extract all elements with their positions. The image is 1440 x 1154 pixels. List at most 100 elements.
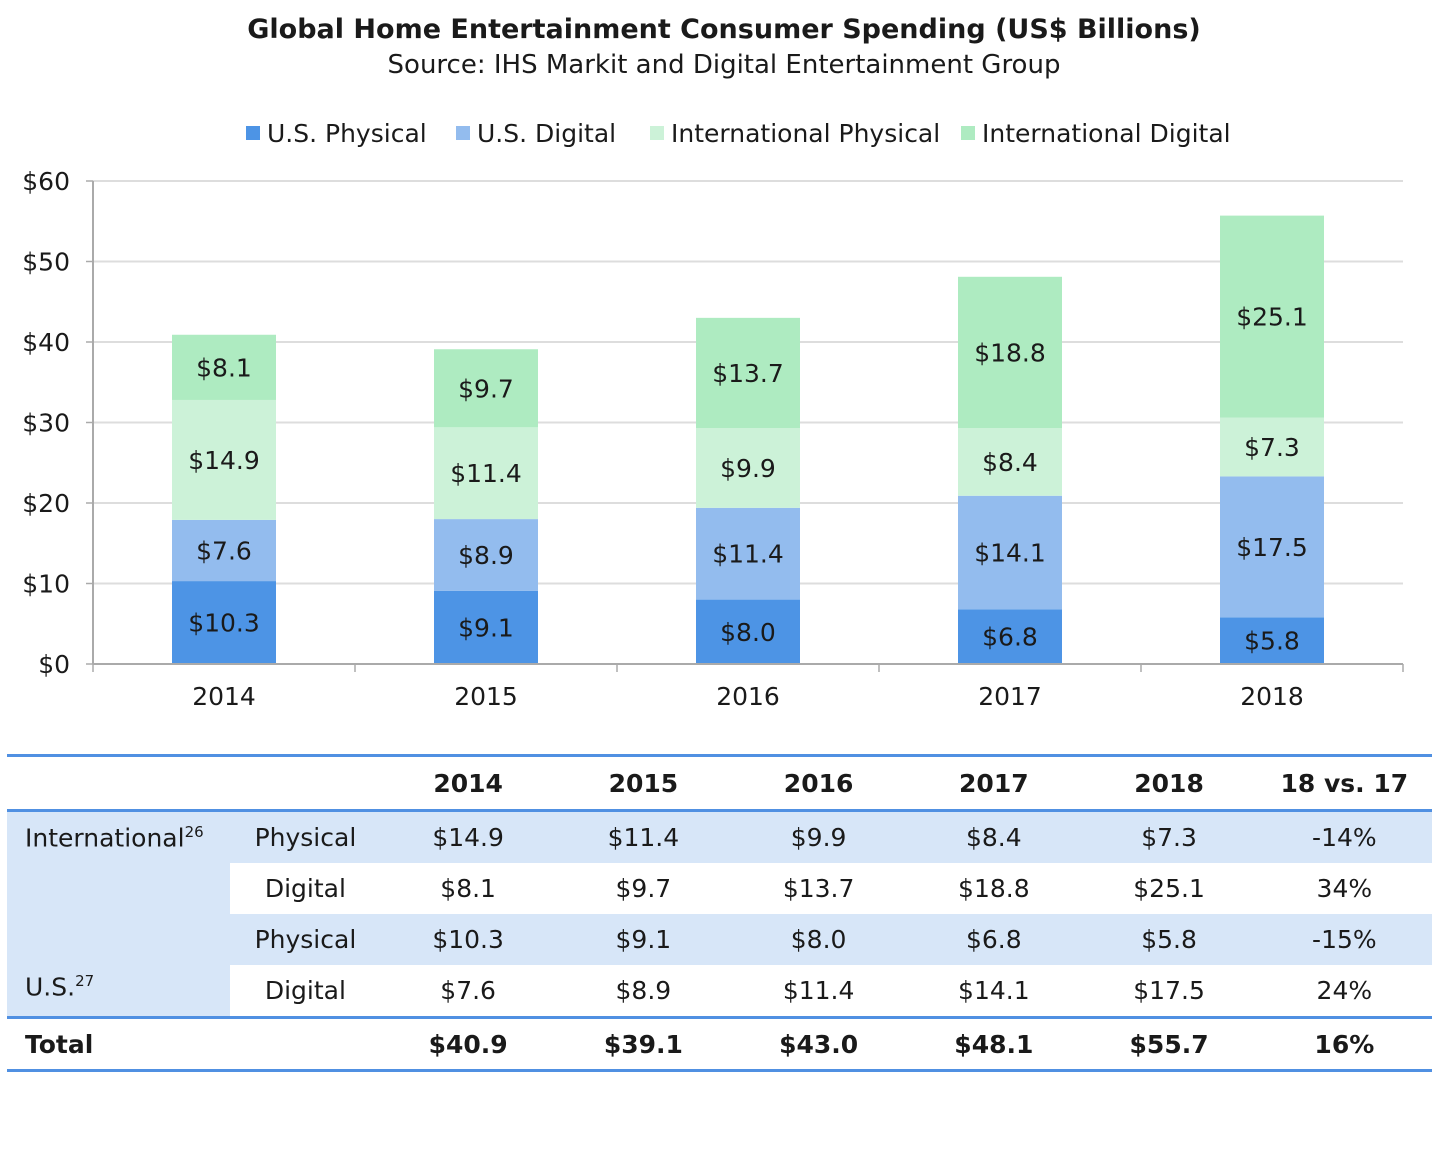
table-cell: $7.6 bbox=[440, 976, 496, 1005]
table-row: Digital $7.6 $8.9 $11.4 $14.1 $17.5 24% bbox=[7, 965, 1432, 1018]
data-label: $18.8 bbox=[974, 338, 1046, 367]
table-cell: 24% bbox=[1316, 976, 1373, 1005]
legend-swatch bbox=[246, 126, 260, 140]
table-cell: $9.7 bbox=[615, 874, 672, 903]
total-cell: $55.7 bbox=[1081, 1016, 1257, 1072]
data-label: $8.9 bbox=[458, 541, 514, 570]
table-cell: $14.1 bbox=[958, 976, 1030, 1005]
bar-segment bbox=[1220, 215, 1324, 418]
row-label: Digital bbox=[264, 976, 346, 1005]
y-tick-label: $60 bbox=[22, 167, 70, 196]
table-cell: $6.8 bbox=[906, 914, 1082, 965]
header-cell: 18 vs. 17 bbox=[1256, 754, 1432, 812]
data-label: $8.0 bbox=[720, 618, 776, 647]
header-cell: 2016 bbox=[730, 754, 907, 812]
header-cell: 2015 bbox=[555, 754, 731, 812]
row-label: Digital bbox=[264, 874, 346, 903]
bar-segment bbox=[434, 519, 538, 591]
total-cell: $48.1 bbox=[906, 1016, 1082, 1072]
data-label: $5.8 bbox=[1244, 627, 1300, 656]
bar-segment bbox=[696, 428, 800, 508]
data-label: $9.9 bbox=[720, 454, 776, 483]
data-label: $8.4 bbox=[982, 448, 1038, 477]
table-cell: $17.5 bbox=[1133, 976, 1205, 1005]
bar-segment bbox=[434, 427, 538, 520]
x-tick-label: 2014 bbox=[192, 682, 256, 711]
bar-segment bbox=[958, 428, 1062, 496]
table-cell: $11.4 bbox=[555, 810, 731, 863]
x-tick-label: 2017 bbox=[978, 682, 1042, 711]
table-header-row: 2014 2015 2016 2017 2018 18 vs. 17 bbox=[7, 754, 1432, 812]
y-tick-label: $50 bbox=[22, 248, 70, 277]
bar-segment bbox=[172, 334, 276, 400]
table-cell: $18.8 bbox=[958, 874, 1030, 903]
y-tick-label: $0 bbox=[38, 650, 70, 679]
data-label: $25.1 bbox=[1236, 303, 1308, 332]
total-cell: $43.0 bbox=[730, 1016, 907, 1072]
total-cell: $39.1 bbox=[555, 1016, 731, 1072]
data-label: $7.6 bbox=[196, 536, 252, 565]
table-cell: $9.9 bbox=[730, 810, 907, 863]
table-cell: $11.4 bbox=[782, 976, 855, 1005]
x-tick-label: 2016 bbox=[716, 682, 780, 711]
bar-segment bbox=[434, 349, 538, 428]
data-label: $8.1 bbox=[196, 353, 252, 382]
header-cell: 2018 bbox=[1081, 754, 1257, 812]
data-label: $9.7 bbox=[458, 374, 514, 403]
bar-segment bbox=[958, 276, 1062, 429]
bar-segment bbox=[696, 599, 800, 664]
bar-segment bbox=[958, 609, 1062, 664]
table-cell: $9.1 bbox=[555, 914, 731, 965]
total-cell: $40.9 bbox=[380, 1016, 556, 1072]
data-label: $6.8 bbox=[982, 623, 1038, 652]
bar-segment bbox=[696, 507, 800, 600]
chart-title: Global Home Entertainment Consumer Spend… bbox=[247, 14, 1201, 45]
table-row: International26 Physical $14.9 $11.4 $9.9 $8.… bbox=[7, 810, 1432, 914]
table-cell: 34% bbox=[1316, 874, 1373, 903]
data-label: $7.3 bbox=[1244, 433, 1300, 462]
bar-segment bbox=[1220, 617, 1324, 664]
legend-swatch bbox=[961, 126, 975, 140]
chart-subtitle: Source: IHS Markit and Digital Entertain… bbox=[387, 50, 1061, 80]
bar-segment bbox=[434, 590, 538, 664]
legend-label: U.S. Physical bbox=[267, 119, 427, 148]
x-tick-label: 2015 bbox=[454, 682, 518, 711]
table-row: U.S.27 Physical $10.3 $9.1 $8.0 $6.8 $5.8 -15% bbox=[7, 914, 1432, 1018]
bar-segment bbox=[696, 317, 800, 429]
table-cell: $7.3 bbox=[1081, 810, 1257, 863]
data-label: $13.7 bbox=[712, 359, 784, 388]
legend-swatch bbox=[456, 126, 470, 140]
footnote-ref: 26 bbox=[184, 823, 204, 842]
table-cell: $5.8 bbox=[1081, 914, 1257, 965]
total-label: Total bbox=[7, 1016, 381, 1072]
bar-segment bbox=[1220, 476, 1324, 618]
table-cell: $25.1 bbox=[1133, 874, 1205, 903]
bar-segment bbox=[172, 399, 276, 520]
table-cell: -15% bbox=[1256, 914, 1432, 965]
group-label: International26 bbox=[7, 810, 231, 914]
data-label: $11.4 bbox=[712, 540, 784, 569]
total-row: Total $40.9 $39.1 $43.0 $48.1 $55.7 16% bbox=[7, 1016, 1432, 1072]
data-label: $11.4 bbox=[450, 459, 522, 488]
header-cell: 2014 bbox=[380, 754, 556, 812]
table-cell: $8.0 bbox=[730, 914, 907, 965]
table-cell: $13.7 bbox=[782, 874, 855, 903]
group-label-text: International bbox=[25, 823, 185, 853]
data-label: $17.5 bbox=[1236, 533, 1308, 562]
row-label: Physical bbox=[230, 810, 381, 863]
y-tick-label: $20 bbox=[22, 489, 70, 518]
table-cell: $8.1 bbox=[440, 874, 496, 903]
table-cell: $8.9 bbox=[615, 976, 672, 1005]
y-tick-label: $30 bbox=[22, 409, 70, 438]
table-row: Digital $8.1 $9.7 $13.7 $18.8 $25.1 34% bbox=[7, 863, 1432, 914]
table-cell: $14.9 bbox=[380, 810, 556, 863]
data-table: 2014 2015 2016 2017 2018 18 vs. 17 Inter… bbox=[7, 754, 1432, 1072]
bar-segment bbox=[172, 519, 276, 582]
table-cell: -14% bbox=[1256, 810, 1432, 863]
data-label: $14.1 bbox=[974, 539, 1046, 568]
legend-label: International Physical bbox=[671, 119, 940, 148]
bar-segment bbox=[958, 495, 1062, 610]
y-tick-label: $40 bbox=[22, 328, 70, 357]
table-cell: $8.4 bbox=[906, 810, 1082, 863]
y-tick-label: $10 bbox=[22, 570, 70, 599]
